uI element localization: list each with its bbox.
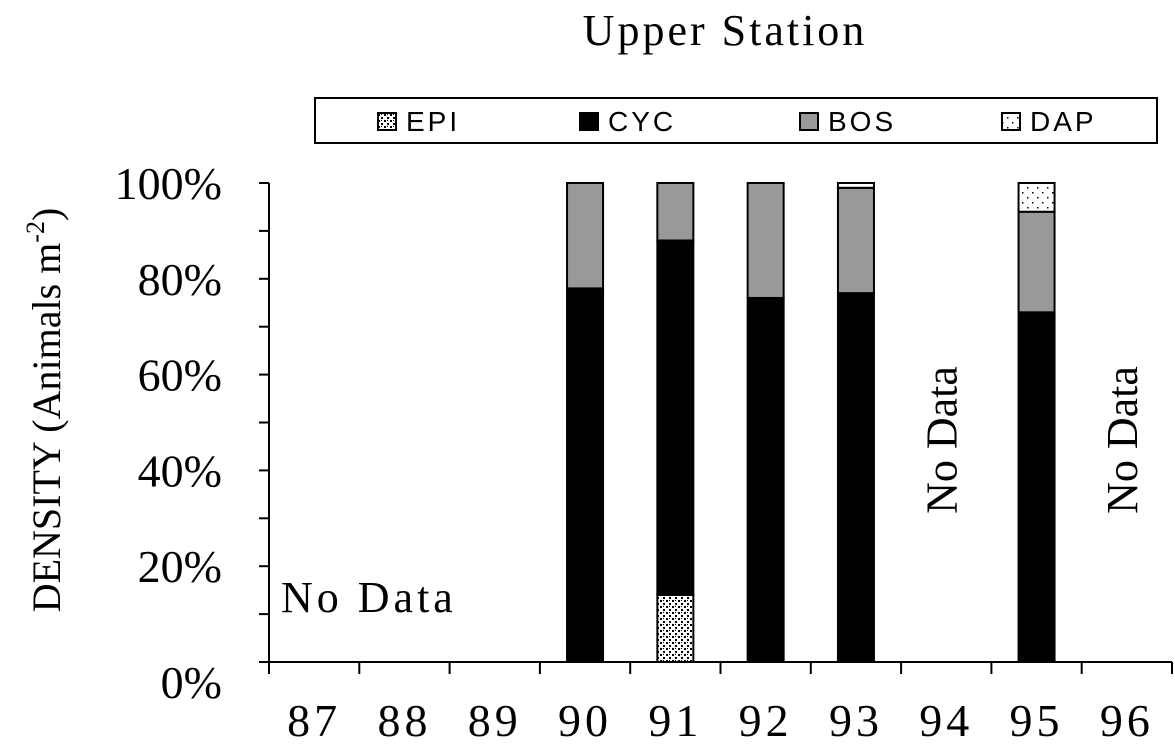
bar-stack <box>566 182 605 663</box>
chart-title: Upper Station <box>583 6 868 55</box>
y-tick-label: 20% <box>138 541 222 592</box>
y-tick-label: 60% <box>138 350 222 401</box>
annotations: No Data No Data No Data <box>281 366 1147 622</box>
legend-swatch <box>377 112 397 131</box>
bar-segment-bos <box>1017 210 1056 314</box>
x-tick-label: 93 <box>829 695 883 744</box>
legend-swatch <box>1001 112 1021 131</box>
y-axis-label-suffix: ) <box>24 208 69 221</box>
legend-label: DAP <box>1030 106 1097 137</box>
bar-stack <box>836 182 875 663</box>
legend-entry: BOS <box>799 106 896 137</box>
y-tick-label: 40% <box>138 445 222 496</box>
bar-segment-dap <box>836 182 875 189</box>
bar-segment-dap <box>1017 182 1056 213</box>
legend-entry: EPI <box>377 106 460 137</box>
legend-label: BOS <box>828 106 896 137</box>
no-data-annotation: No Data <box>281 573 457 622</box>
legend-entry: CYC <box>579 106 676 137</box>
y-axis-label-superscript: -2 <box>21 221 50 243</box>
bar-segment-bos <box>566 182 605 290</box>
legend-swatch <box>799 112 819 131</box>
bar-stack <box>656 182 695 663</box>
bar-segment-cyc <box>836 292 875 663</box>
legend-label: EPI <box>406 106 460 137</box>
bar-segment-cyc <box>746 296 785 663</box>
bar-stack <box>746 182 785 663</box>
x-axis: 87 88 89 90 91 92 93 94 95 96 <box>268 661 1173 744</box>
no-data-annotation: No Data <box>917 366 966 514</box>
x-tick-label: 96 <box>1100 695 1154 744</box>
legend-entry: DAP <box>1001 106 1097 137</box>
y-tick-label: 80% <box>138 254 222 305</box>
legend-swatch <box>579 112 599 131</box>
bar-segment-cyc <box>566 287 605 663</box>
bars <box>566 182 1056 663</box>
bar-segment-epi <box>656 593 695 663</box>
legend: EPI CYC BOS DAP <box>314 97 1158 144</box>
y-tick-label: 0% <box>161 657 222 708</box>
y-axis-label: DENSITY (Animals m-2) <box>21 208 69 613</box>
y-axis-label-main: DENSITY (Animals m <box>24 243 69 613</box>
x-tick-label: 88 <box>377 695 431 744</box>
bar-segment-bos <box>656 182 695 242</box>
bar-segment-cyc <box>656 239 695 596</box>
bar-stack <box>1017 182 1056 663</box>
bar-segment-bos <box>836 186 875 295</box>
x-tick-label: 94 <box>919 695 973 744</box>
y-tick-label: 100% <box>115 158 222 209</box>
x-tick-label: 87 <box>287 695 341 744</box>
legend-label: CYC <box>608 106 676 137</box>
x-tick-label: 92 <box>739 695 793 744</box>
bar-segment-bos <box>746 182 785 299</box>
x-tick-label: 89 <box>468 695 522 744</box>
legend-items: EPI CYC BOS DAP <box>377 106 1097 137</box>
x-tick-label: 90 <box>558 695 612 744</box>
bar-segment-cyc <box>1017 311 1056 663</box>
x-tick-label: 91 <box>648 695 702 744</box>
y-axis: 0% 20% 40% 60% 80% 100% <box>115 158 270 708</box>
x-tick-label: 95 <box>1010 695 1064 744</box>
no-data-annotation: No Data <box>1098 366 1147 514</box>
